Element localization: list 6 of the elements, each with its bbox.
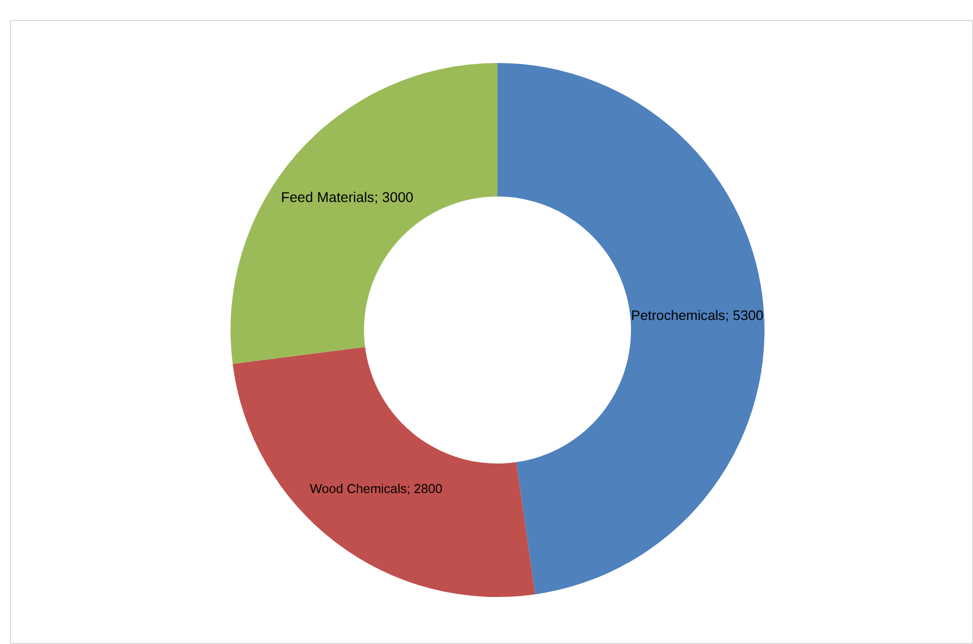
slice-label: Wood Chemicals; 2800 bbox=[310, 481, 442, 496]
slice-label: Petrochemicals; 5300 bbox=[631, 308, 764, 323]
slice-label: Feed Materials; 3000 bbox=[280, 188, 414, 205]
donut-slice bbox=[230, 63, 498, 364]
donut-slice bbox=[232, 346, 536, 597]
donut-slice bbox=[498, 63, 764, 594]
